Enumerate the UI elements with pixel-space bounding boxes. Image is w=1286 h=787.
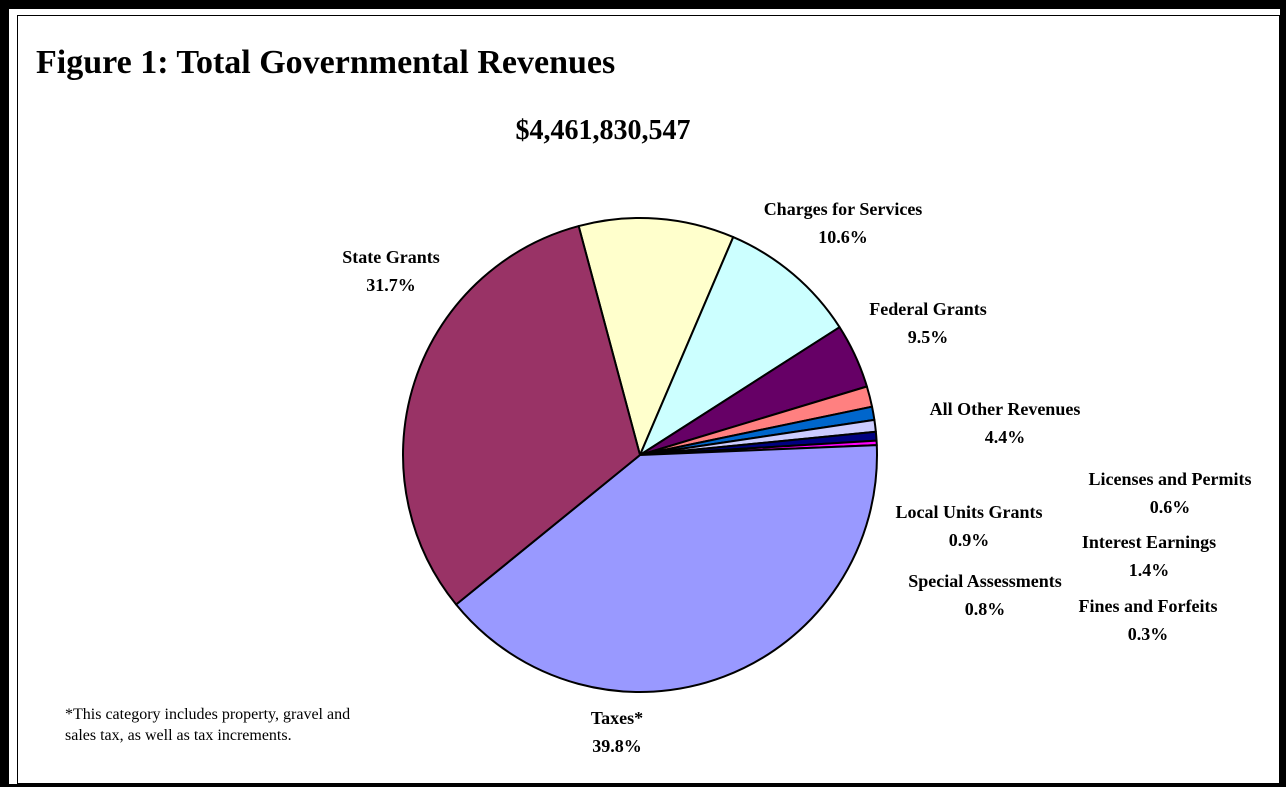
slice-value-interest-earnings: 1.4%: [1129, 560, 1170, 580]
slice-label-local-units-grants: Local Units Grants: [895, 502, 1042, 522]
pie-slice-taxes: [455, 444, 878, 693]
slice-label-state-grants: State Grants: [342, 247, 440, 267]
pie-slice-charges-for-services: [577, 217, 735, 456]
footnote-line-2: sales tax, as well as tax increments.: [65, 727, 292, 744]
slice-value-taxes: 39.8%: [592, 736, 642, 756]
total-revenue: $4,461,830,547: [515, 115, 691, 146]
slice-value-federal-grants: 9.5%: [908, 327, 949, 347]
slice-label-interest-earnings: Interest Earnings: [1082, 532, 1216, 552]
slice-value-local-units-grants: 0.9%: [949, 530, 990, 550]
slice-value-all-other-revenues: 4.4%: [985, 427, 1026, 447]
pie-slice-federal-grants: [639, 236, 841, 456]
slice-value-state-grants: 31.7%: [366, 275, 416, 295]
slice-label-taxes: Taxes*: [591, 708, 643, 728]
slice-label-federal-grants: Federal Grants: [869, 299, 986, 319]
slice-label-licenses-and-permits: Licenses and Permits: [1089, 469, 1252, 489]
slice-label-charges-for-services: Charges for Services: [764, 199, 923, 219]
slice-value-charges-for-services: 10.6%: [818, 227, 868, 247]
slice-value-special-assessments: 0.8%: [965, 599, 1006, 619]
slice-value-licenses-and-permits: 0.6%: [1150, 497, 1191, 517]
chart-area-border: [17, 15, 1280, 784]
footnote: *This category includes property, gravel…: [65, 704, 485, 746]
slice-value-fines-and-forfeits: 0.3%: [1128, 624, 1169, 644]
slice-label-fines-and-forfeits: Fines and Forfeits: [1079, 596, 1218, 616]
slice-label-special-assessments: Special Assessments: [908, 571, 1062, 591]
pie-slice-state-grants: [402, 225, 641, 606]
figure-title: Figure 1: Total Governmental Revenues: [36, 44, 616, 81]
footnote-line-1: *This category includes property, gravel…: [65, 706, 351, 723]
slice-label-all-other-revenues: All Other Revenues: [930, 399, 1081, 419]
